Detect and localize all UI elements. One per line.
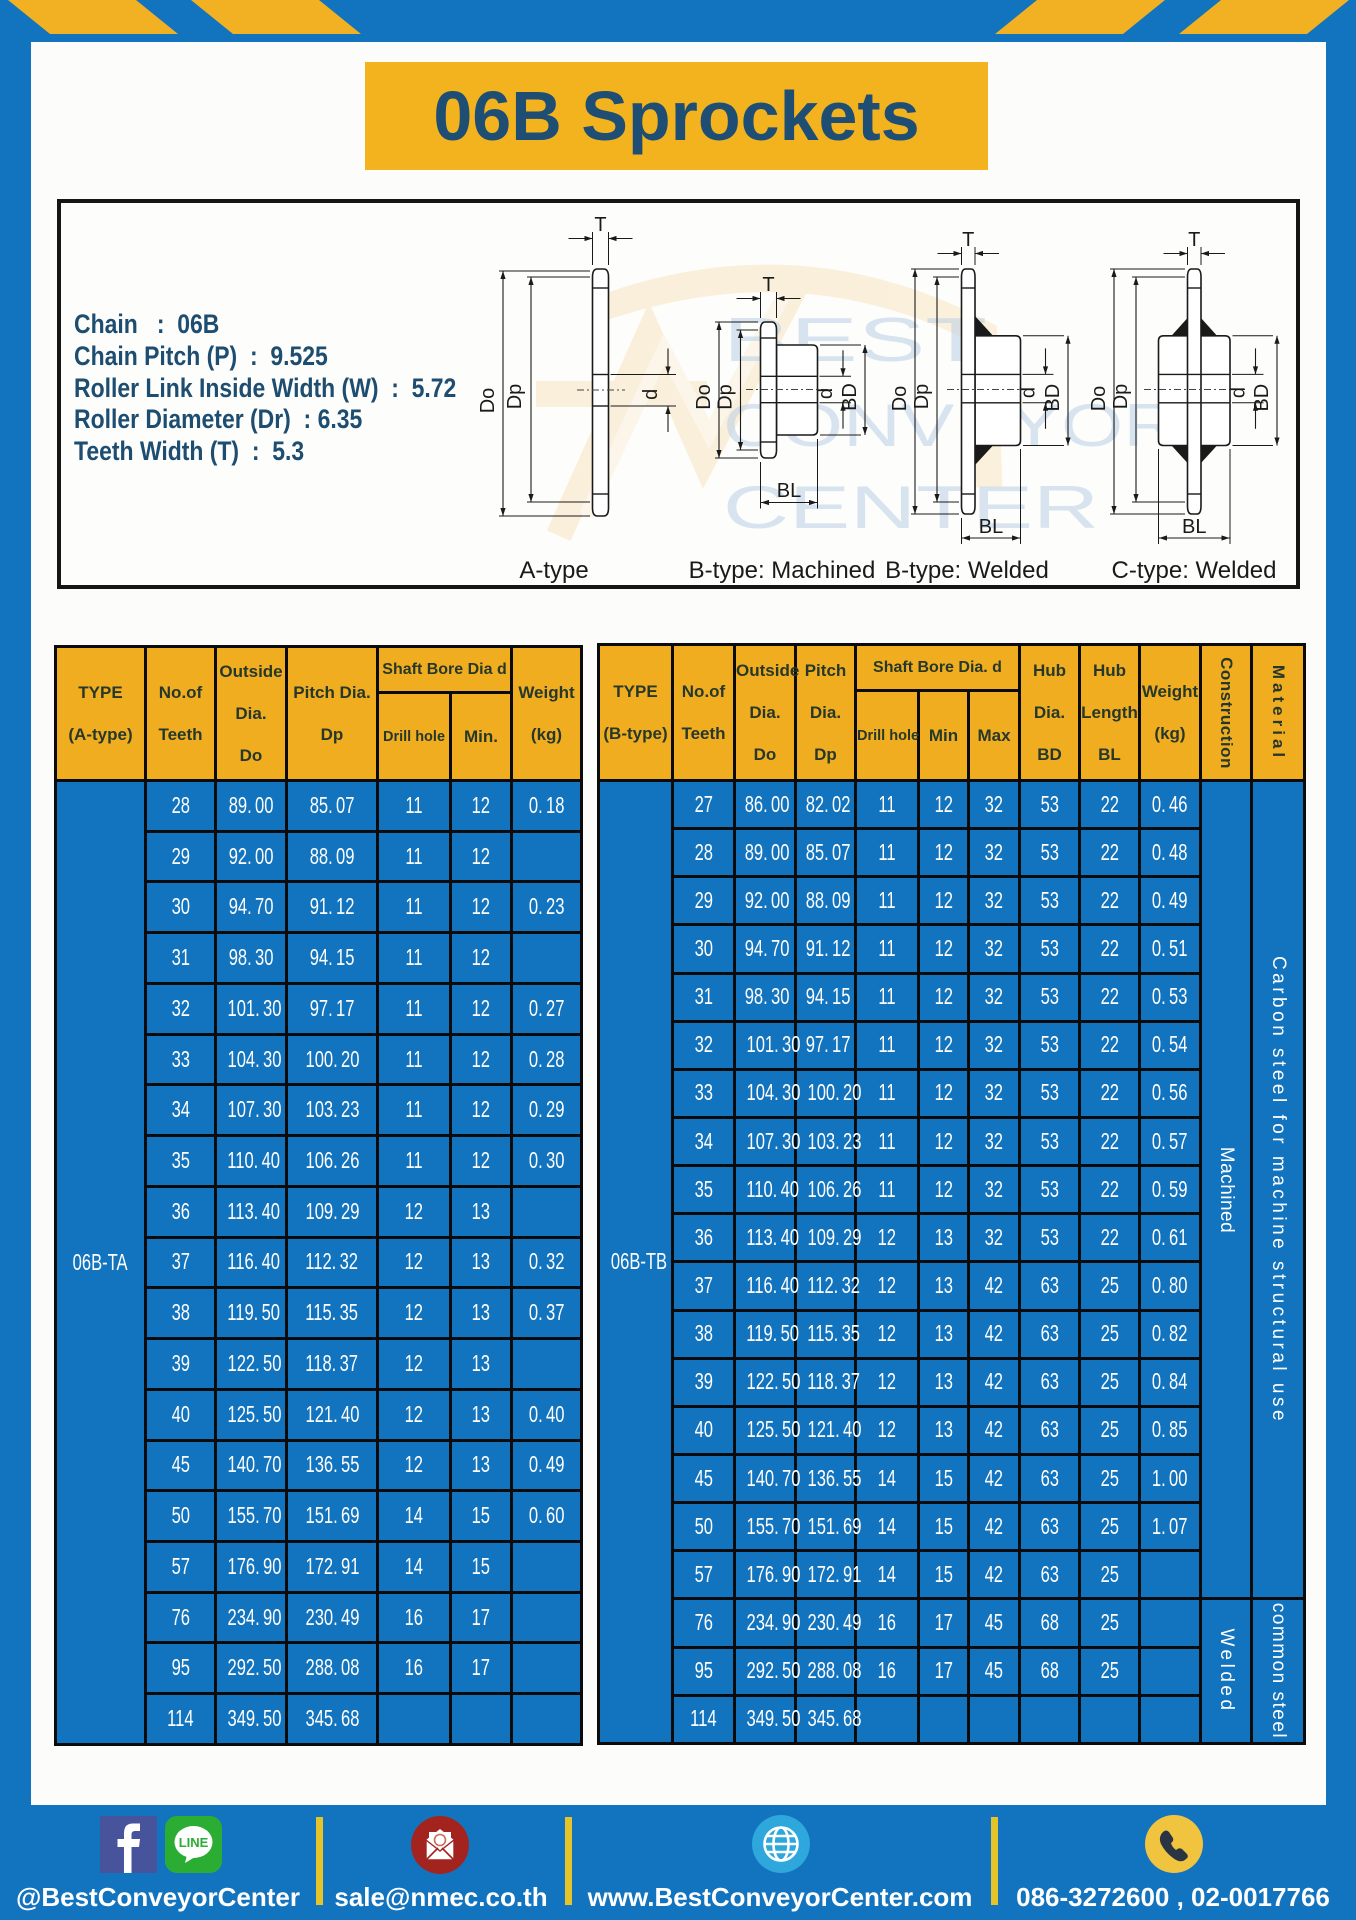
svg-text:BL: BL — [1182, 516, 1206, 538]
svg-text:T: T — [1188, 229, 1200, 251]
svg-text:A-type: A-type — [519, 557, 588, 584]
svg-text:Dp: Dp — [911, 384, 933, 410]
svg-text:T: T — [762, 274, 774, 296]
svg-text:Dp: Dp — [504, 384, 526, 410]
svg-text:BL: BL — [777, 480, 801, 502]
svg-text:CENTER: CENTER — [723, 474, 1099, 541]
svg-text:Do: Do — [889, 386, 911, 412]
svg-text:T: T — [594, 214, 606, 236]
svg-text:LINE: LINE — [179, 1835, 209, 1850]
svg-text:Dp: Dp — [1110, 384, 1132, 410]
svg-text:d: d — [640, 389, 662, 400]
svg-text:d: d — [1018, 387, 1040, 398]
svg-text:Dp: Dp — [715, 384, 737, 410]
svg-text:Do: Do — [477, 388, 499, 414]
svg-text:B-type: Machined: B-type: Machined — [689, 557, 876, 584]
svg-text:C-type: Welded: C-type: Welded — [1112, 557, 1277, 584]
svg-text:T: T — [962, 229, 974, 251]
svg-text:BD: BD — [839, 383, 861, 411]
svg-text:d: d — [1228, 387, 1250, 398]
svg-text:BD: BD — [1251, 384, 1273, 412]
svg-text:d: d — [815, 388, 837, 399]
svg-text:Do: Do — [1088, 386, 1110, 412]
svg-text:BL: BL — [979, 516, 1003, 538]
svg-text:B-type: Welded: B-type: Welded — [885, 557, 1049, 584]
svg-text:Do: Do — [693, 384, 715, 410]
svg-text:BD: BD — [1042, 384, 1064, 412]
